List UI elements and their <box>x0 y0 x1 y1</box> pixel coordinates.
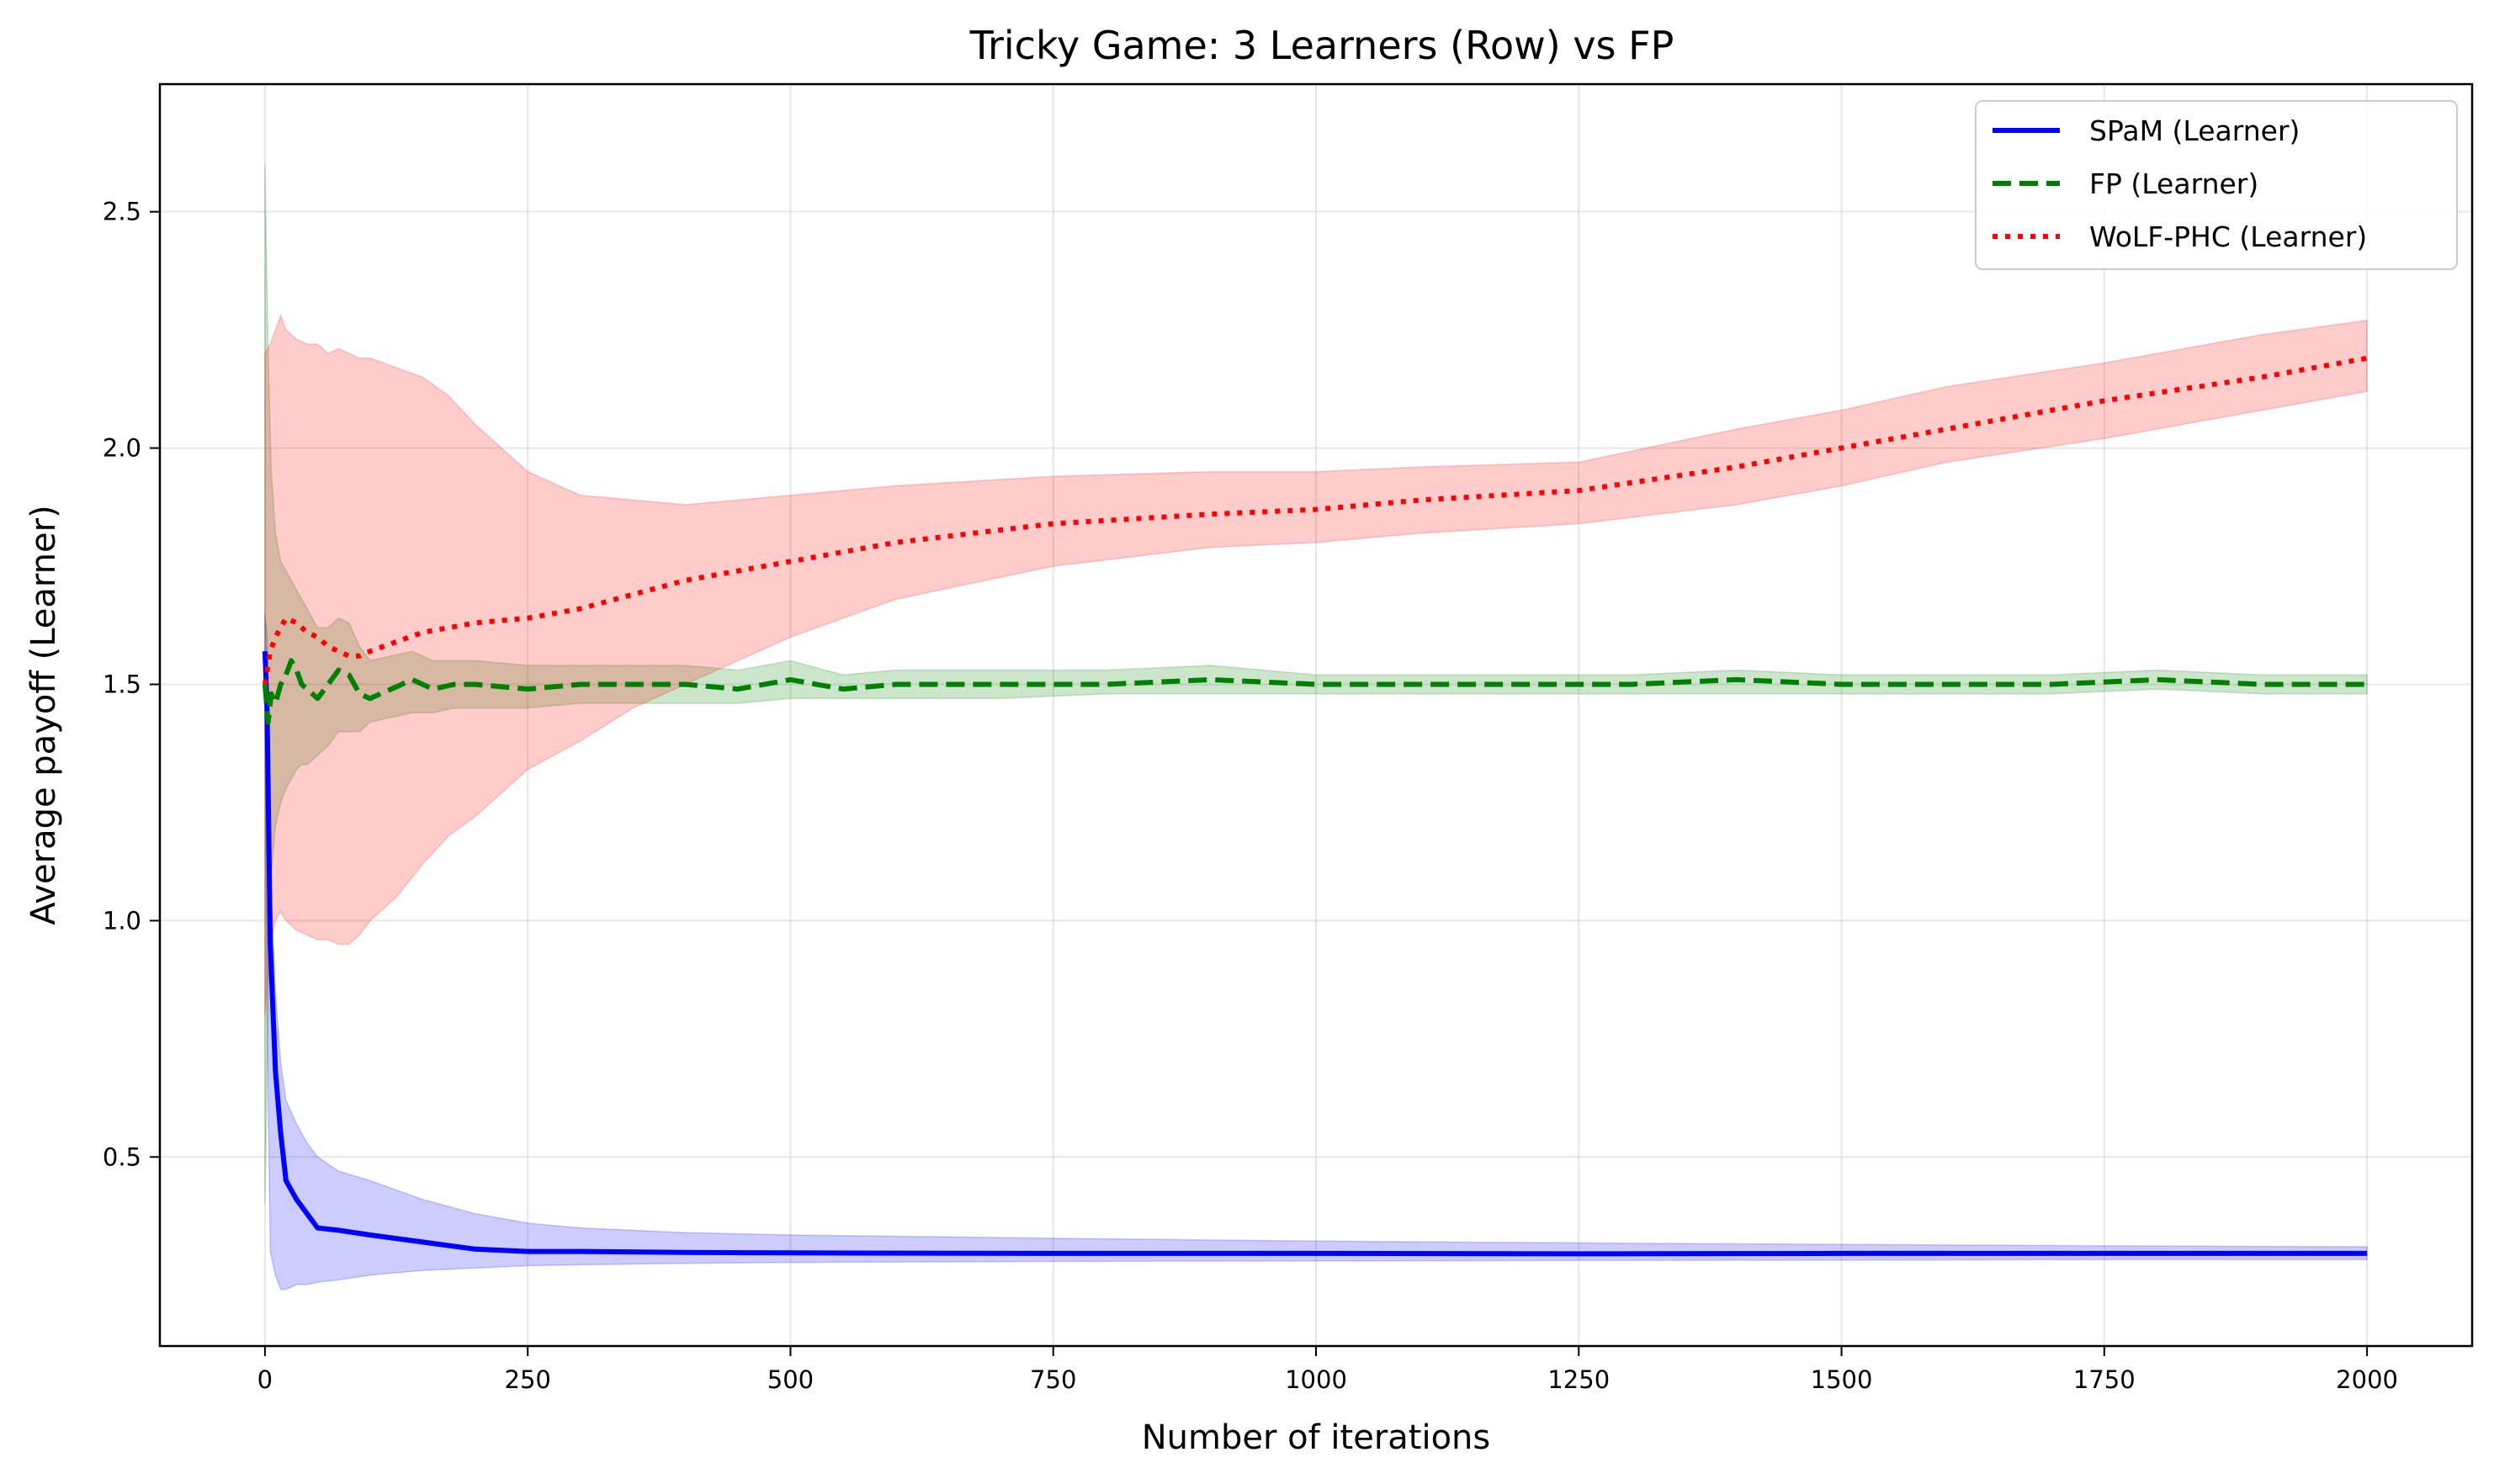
y-tick-label: 2.5 <box>103 198 141 226</box>
x-axis-label: Number of iterations <box>1142 1418 1491 1457</box>
wolf-phc-learner-legend-label: WoLF-PHC (Learner) <box>2089 220 2367 253</box>
y-axis-ticks: 0.5 1.0 1.5 2.0 2.5 <box>103 198 160 1171</box>
x-axis-ticks: 0 250 500 750 1000 1250 1500 1750 2000 <box>257 1346 2398 1394</box>
x-tick-label: 500 <box>767 1365 814 1394</box>
x-tick-label: 1000 <box>1285 1365 1347 1394</box>
spam-learner-legend-label: SPaM (Learner) <box>2089 114 2300 147</box>
legend-box <box>1975 100 2458 270</box>
x-tick-label: 1500 <box>1811 1365 1873 1394</box>
x-tick-label: 0 <box>257 1365 273 1394</box>
y-tick-label: 2.0 <box>103 434 141 463</box>
wolf-phc-learner-band <box>264 314 2368 1015</box>
x-tick-label: 1750 <box>2073 1365 2136 1394</box>
y-tick-label: 1.0 <box>103 906 141 935</box>
y-tick-label: 0.5 <box>103 1142 141 1171</box>
x-tick-label: 1250 <box>1547 1365 1610 1394</box>
legend: SPaM (Learner) FP (Learner) WoLF-PHC (Lear… <box>1975 100 2458 270</box>
y-tick-label: 1.5 <box>103 670 141 698</box>
fp-learner-band <box>264 164 2368 1205</box>
x-tick-label: 250 <box>505 1365 551 1394</box>
chart-title: Tricky Game: 3 Learners (Row) vs FP <box>969 23 1674 68</box>
grid <box>160 84 2472 1346</box>
spam-learner-band <box>264 613 2368 1291</box>
x-tick-label: 750 <box>1030 1365 1076 1394</box>
wolf-phc-learner-line <box>262 355 2368 685</box>
series-lines <box>262 355 2368 1257</box>
fp-learner-line <box>262 658 2368 725</box>
fp-learner-legend-label: FP (Learner) <box>2089 167 2258 200</box>
x-tick-label: 2000 <box>2336 1365 2398 1394</box>
spam-learner-line <box>262 651 2368 1257</box>
y-axis-label: Average payoff (Learner) <box>24 505 63 925</box>
confidence-bands <box>264 164 2368 1291</box>
